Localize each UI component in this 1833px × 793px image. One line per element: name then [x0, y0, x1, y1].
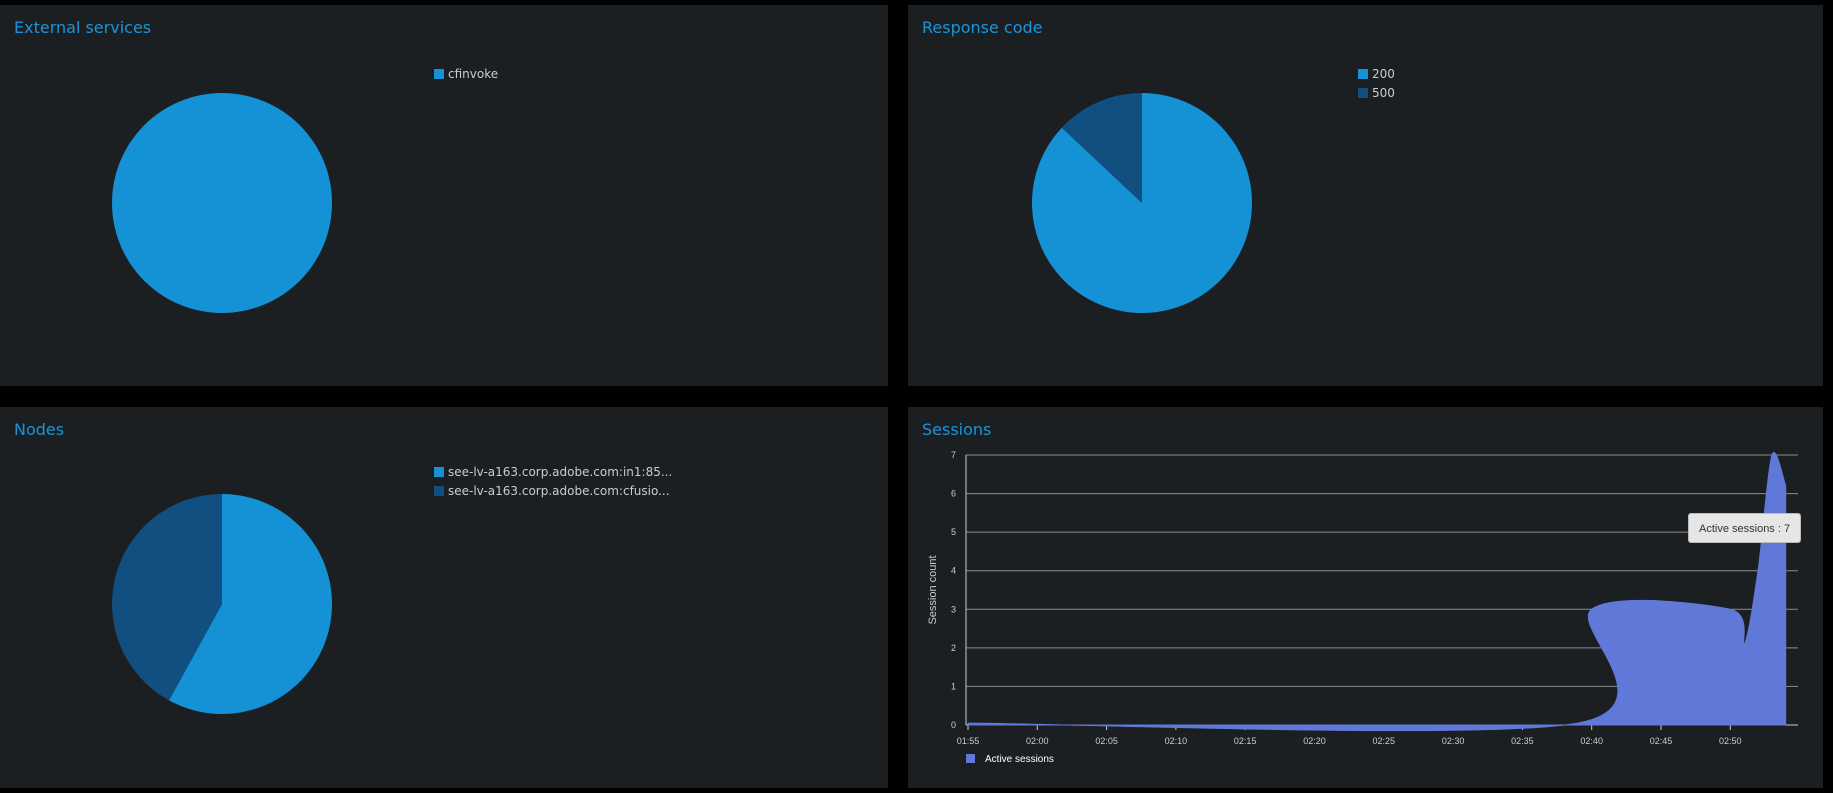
x-tick-label: 02:40: [1580, 736, 1603, 746]
legend-swatch: [434, 485, 444, 496]
pie-slice-see-lv-a163-corp-adobe-com-in1-85-[interactable]: [169, 494, 333, 714]
legend-item[interactable]: see-lv-a163.corp.adobe.com:cfusio...: [434, 481, 672, 500]
x-tick-label: 02:00: [1026, 736, 1049, 746]
external-services-panel: External services cfinvoke: [0, 5, 888, 386]
response-code-panel: Response code 200 500: [908, 5, 1823, 386]
x-tick-label: 02:45: [1650, 736, 1673, 746]
legend-item[interactable]: 200: [1358, 64, 1395, 83]
legend-swatch: [966, 754, 975, 763]
sessions-panel: Sessions 0 1 2 3 4 5 6 7 01:55 02:00 02:05 02:10 02:…: [908, 407, 1823, 788]
x-tick-label: 01:55: [957, 736, 980, 746]
y-tick-label: 0: [951, 720, 956, 730]
x-tick-label: 02:30: [1442, 736, 1465, 746]
y-tick-label: 4: [951, 566, 956, 576]
x-tick-label: 02:05: [1095, 736, 1118, 746]
legend-label: see-lv-a163.corp.adobe.com:in1:85...: [448, 464, 673, 479]
external-services-legend: cfinvoke: [434, 64, 498, 83]
nodes-title: Nodes: [14, 420, 65, 439]
x-tick-label: 02:15: [1234, 736, 1257, 746]
sessions-area-chart: 0 1 2 3 4 5 6 7 01:55 02:00 02:05 02:10 02:15 02:20 02…: [927, 450, 1798, 765]
nodes-pie: [112, 494, 333, 714]
y-tick-label: 7: [951, 450, 956, 460]
nodes-panel: Nodes see-lv-a163.corp.adobe.com:in1:85.…: [0, 407, 888, 788]
pie-slice-see-lv-a163-corp-adobe-com-cfusio-[interactable]: [112, 494, 222, 701]
y-tick-label: 6: [951, 489, 956, 499]
sessions-tooltip: Active sessions : 7: [1688, 513, 1802, 543]
legend-item[interactable]: see-lv-a163.corp.adobe.com:in1:85...: [434, 462, 672, 481]
legend-item[interactable]: 500: [1358, 83, 1395, 102]
legend-label: cfinvoke: [448, 66, 499, 81]
legend-swatch: [1358, 68, 1368, 79]
pie-slice-cfinvoke[interactable]: [112, 93, 332, 313]
legend-label: see-lv-a163.corp.adobe.com:cfusio...: [448, 483, 670, 498]
legend-swatch: [1358, 87, 1368, 98]
legend-item[interactable]: cfinvoke: [434, 64, 498, 83]
response-code-title: Response code: [922, 18, 1043, 37]
legend-label[interactable]: Active sessions: [985, 754, 1054, 765]
legend-swatch: [434, 68, 444, 79]
external-services-pie: [112, 93, 332, 313]
response-code-pie: [1031, 93, 1252, 313]
external-services-title: External services: [14, 18, 152, 37]
legend-label: 200: [1372, 66, 1395, 81]
legend-label: 500: [1372, 85, 1395, 100]
y-tick-label: 1: [951, 681, 956, 691]
y-tick-label: 2: [951, 643, 956, 653]
pie-slice-200[interactable]: [1031, 93, 1252, 313]
x-tick-label: 02:50: [1719, 736, 1742, 746]
series-area-active-sessions[interactable]: [967, 451, 1787, 732]
pie-slice-500[interactable]: [1061, 93, 1142, 203]
response-code-legend: 200 500: [1358, 64, 1395, 102]
x-tick-label: 02:20: [1303, 736, 1326, 746]
x-tick-label: 02:25: [1373, 736, 1396, 746]
x-tick-label: 02:10: [1165, 736, 1188, 746]
x-tick-label: 02:35: [1511, 736, 1534, 746]
sessions-title: Sessions: [922, 420, 992, 439]
legend-swatch: [434, 466, 444, 477]
y-tick-label: 3: [951, 604, 956, 614]
y-axis-label: Session count: [927, 555, 939, 624]
nodes-legend: see-lv-a163.corp.adobe.com:in1:85... see…: [434, 462, 672, 500]
y-tick-label: 5: [951, 527, 956, 537]
